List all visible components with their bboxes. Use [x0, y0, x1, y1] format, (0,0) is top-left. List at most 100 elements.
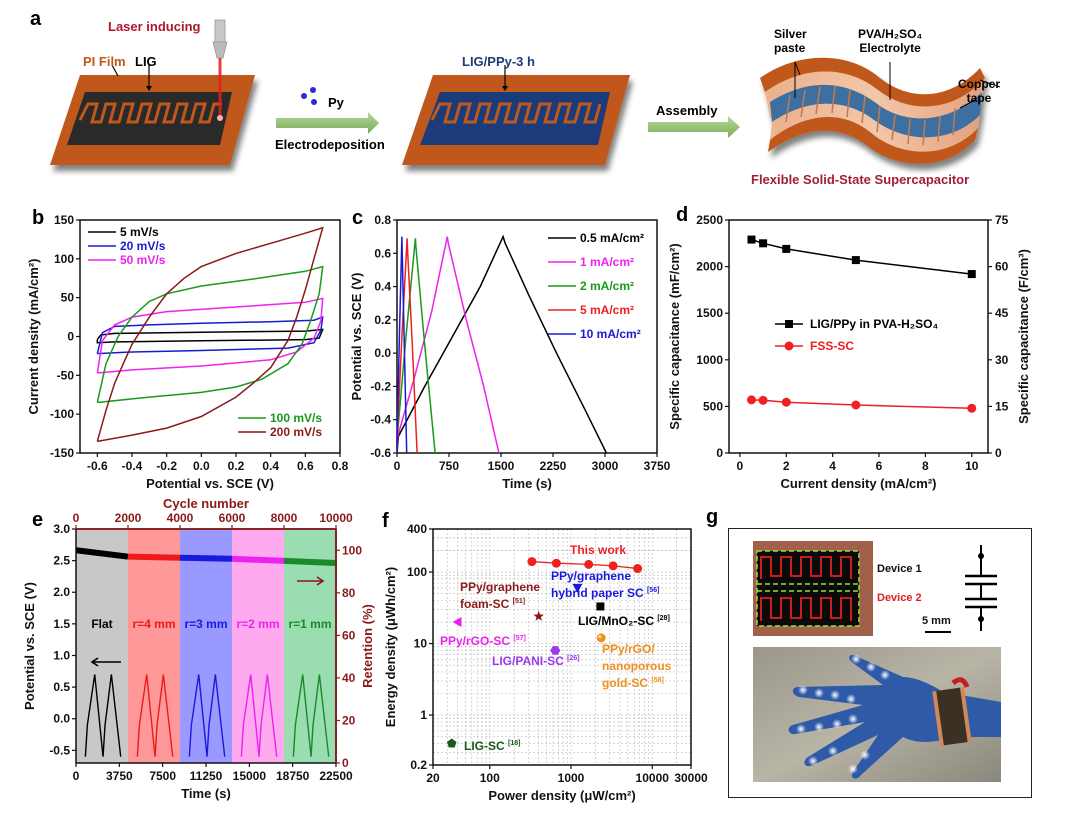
d-series-line [751, 238, 972, 275]
assembly-label: Assembly [656, 103, 718, 118]
f-point-annotation: PPy/rGO-SC [57] [440, 634, 526, 648]
c-legend-label: 1 mA/cm² [580, 255, 634, 269]
f-data-point [633, 564, 643, 574]
wrist-band [932, 677, 972, 746]
f-ytick-label: 10 [414, 637, 428, 651]
d-data-point [759, 239, 768, 248]
e-region-label: Flat [91, 617, 112, 631]
d-legend-marker [784, 341, 794, 351]
c-plot-frame [396, 219, 658, 454]
c-gcd-curve [396, 236, 408, 454]
led-lights-icon [796, 654, 890, 774]
f-ytick-label: 400 [407, 522, 427, 536]
e-ytick-label: 0.5 [53, 680, 70, 694]
f-data-point [550, 646, 561, 655]
b-legend-label: 20 mV/s [120, 239, 166, 253]
c-ytick-label: 0.6 [374, 246, 391, 260]
b-ytick-label: -50 [57, 368, 75, 382]
device-1-pattern [760, 556, 852, 579]
c-gcd-curve [396, 234, 608, 454]
f-data-point [446, 738, 457, 748]
scale-bar-label: 5 mm [922, 615, 951, 627]
d-xtick-label: 8 [922, 459, 929, 473]
d-xtick-label: 10 [965, 459, 979, 473]
lig-ppy-interdigitated-pattern [430, 102, 602, 124]
laser-inducing-label: Laser inducing [108, 19, 201, 34]
f-point-annotation: PPy/graphene [460, 580, 540, 594]
d-ytick-label: 500 [703, 399, 723, 413]
copper-tape-label: Copper tape [958, 77, 1000, 105]
d-data-point [747, 235, 756, 244]
d-y2tick-label: 15 [995, 399, 1009, 413]
b-legend-label: 5 mV/s [120, 225, 159, 239]
b-cv-curve [96, 297, 324, 374]
b-cv-curve [96, 315, 324, 355]
e-y2tick-label: 100 [342, 543, 362, 557]
d-xtick-label: 6 [876, 459, 883, 473]
copper-tape-label-line2: tape [966, 91, 992, 105]
lig-ppy-substrate [402, 75, 630, 165]
e-left-axis-arrow-icon [90, 657, 121, 667]
d-xtick-label: 0 [737, 459, 744, 473]
b-legend-label: 100 mV/s [270, 411, 322, 425]
e-gcd-curve [188, 674, 226, 757]
b-y-axis-title: Current density (mA/cm²) [26, 258, 41, 414]
f-plot-frame [432, 528, 692, 766]
d-data-point [758, 395, 768, 405]
f-data-point [551, 558, 561, 568]
b-xtick-label: 0.0 [193, 459, 210, 473]
series-capacitor-symbol-icon [965, 545, 997, 631]
e-region-label: r=1 mm [288, 617, 331, 631]
e-region-label: r=3 mm [184, 617, 227, 631]
e-gcd-curve [292, 674, 330, 757]
d-y2tick-label: 45 [995, 306, 1009, 320]
b-xtick-label: 0.2 [228, 459, 245, 473]
e-xtick-label: 22500 [319, 769, 353, 783]
electrodeposition-label: Electrodeposition [275, 137, 385, 152]
c-legend-label: 2 mA/cm² [580, 279, 634, 293]
silver-paste-label: Silver paste [774, 27, 807, 55]
e-xtick-label: 3750 [106, 769, 133, 783]
e-ytick-label: 2.0 [53, 585, 70, 599]
d-legend-label: LIG/PPy in PVA-H₂SO₄ [810, 317, 938, 331]
c-xtick-label: 0 [394, 459, 401, 473]
e-xtick-label: 0 [73, 769, 80, 783]
b-legend-label: 200 mV/s [270, 425, 322, 439]
e-x2tick-label: 10000 [319, 511, 353, 525]
panel-f-letter: f [382, 510, 389, 532]
panel-g-frame: Device 1 Device 2 5 mm [728, 528, 1032, 798]
e-x2-axis-title: Cycle number [163, 496, 249, 511]
d-legend-marker [785, 320, 793, 328]
f-data-point [608, 561, 618, 571]
e-xtick-label: 7500 [149, 769, 176, 783]
d-ytick-label: 2000 [696, 260, 723, 274]
e-x-axis-title: Time (s) [181, 786, 231, 801]
glove-hand [788, 654, 1001, 779]
e-region-label: r=2 mm [236, 617, 279, 631]
c-y-axis-title: Potential vs. SCE (V) [349, 273, 364, 401]
silver-paste-label-line2: paste [774, 41, 806, 55]
e-x2tick-label: 8000 [271, 511, 298, 525]
e-y2tick-label: 60 [342, 628, 356, 642]
e-ytick-label: 0.0 [53, 712, 70, 726]
b-x-axis-title: Potential vs. SCE (V) [146, 476, 274, 491]
f-point-annotation: LIG-SC [18] [464, 739, 520, 753]
device-photo [753, 541, 873, 636]
b-xtick-label: 0.4 [262, 459, 279, 473]
e-x2tick-label: 2000 [115, 511, 142, 525]
c-xtick-label: 750 [439, 459, 459, 473]
electrolyte-stripes [785, 85, 956, 146]
glove-led-photo [753, 647, 1001, 782]
panel-g-letter: g [706, 506, 719, 528]
d-plot-frame [728, 219, 989, 454]
e-gcd-curve [84, 674, 122, 757]
d-xtick-label: 2 [783, 459, 790, 473]
f-y-axis-title: Energy density (μWh/cm²) [383, 567, 398, 727]
f-point-annotation: hybrid paper SC [56] [551, 586, 659, 600]
device-2-label: Device 2 [877, 592, 922, 604]
e-ytick-label: 2.5 [53, 554, 70, 568]
d-legend-label: FSS-SC [810, 339, 854, 353]
e-retention-band [179, 554, 233, 562]
f-data-point [596, 602, 605, 611]
